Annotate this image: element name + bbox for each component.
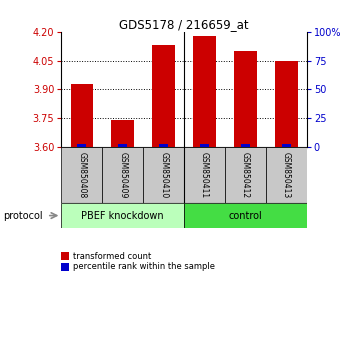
Text: GSM850413: GSM850413: [282, 152, 291, 198]
Text: GSM850412: GSM850412: [241, 152, 250, 198]
Bar: [61, 203, 184, 228]
Bar: [275, 61, 297, 147]
Bar: [193, 36, 216, 147]
Bar: [61, 252, 69, 260]
Text: GSM850410: GSM850410: [159, 152, 168, 198]
Bar: [61, 263, 69, 271]
Bar: [225, 147, 266, 203]
Bar: [61, 147, 102, 203]
Bar: [282, 144, 291, 147]
Bar: [184, 203, 307, 228]
Bar: [118, 144, 127, 147]
Bar: [241, 144, 250, 147]
Bar: [266, 147, 307, 203]
Bar: [77, 144, 86, 147]
Bar: [234, 51, 257, 147]
Bar: [71, 84, 93, 147]
Bar: [152, 45, 175, 147]
Bar: [102, 147, 143, 203]
Text: PBEF knockdown: PBEF knockdown: [82, 211, 164, 221]
Bar: [184, 147, 225, 203]
Bar: [112, 120, 134, 147]
Bar: [159, 144, 168, 147]
Text: percentile rank within the sample: percentile rank within the sample: [73, 262, 215, 271]
Title: GDS5178 / 216659_at: GDS5178 / 216659_at: [119, 18, 249, 31]
Text: GSM850411: GSM850411: [200, 152, 209, 198]
Bar: [143, 147, 184, 203]
Text: protocol: protocol: [4, 211, 43, 221]
Bar: [200, 144, 209, 147]
Text: control: control: [229, 211, 262, 221]
Text: transformed count: transformed count: [73, 252, 151, 261]
Text: GSM850409: GSM850409: [118, 152, 127, 198]
Text: GSM850408: GSM850408: [77, 152, 86, 198]
